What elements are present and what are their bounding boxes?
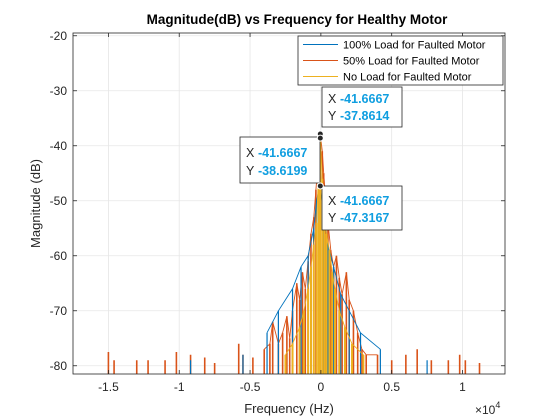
data-tip-box (321, 86, 403, 128)
data-tips: X -41.6667 Y -37.8614 X -41.6667 Y -38.6… (239, 86, 403, 231)
legend-label-50-load: 50% Load for Faulted Motor (343, 56, 480, 68)
x-exponent-power: 4 (495, 400, 500, 410)
x-axis-title: Frequency (Hz) (244, 401, 334, 416)
data-tip-50-load-point[interactable]: X -41.6667 Y -47.3167 (321, 185, 403, 231)
axis-ticks: -1.5 -1 -0.5 0 0.5 1 -80 -70 -60 -50 -40 -30 -20 (50, 29, 505, 394)
x-exponent: ×104 (475, 400, 500, 417)
data-tip-x-value: -41.6667 (340, 92, 389, 106)
x-tick-label: 1 (459, 380, 466, 394)
spectrum-envelope (285, 138, 364, 356)
legend-label-100-load: 100% Load for Faulted Motor (343, 40, 486, 52)
y-tick-label: -30 (50, 84, 68, 98)
data-tip-y-label: Y (328, 211, 337, 225)
data-tip-box (321, 185, 403, 231)
data-tip-y-value: -38.6199 (258, 164, 307, 178)
legend-label-no-load: No Load for Faulted Motor (343, 72, 472, 84)
data-tip-markers (316, 130, 324, 190)
data-tip-y-label: Y (328, 109, 337, 123)
chart-title: Magnitude(dB) vs Frequency for Healthy M… (147, 12, 449, 27)
data-tip-x-label: X (328, 194, 337, 208)
plot-area (73, 33, 505, 374)
y-tick-label: -40 (50, 139, 68, 153)
x-tick-label: -1 (174, 380, 185, 394)
data-tip-marker[interactable] (316, 182, 324, 190)
y-tick-label: -20 (50, 29, 68, 43)
data-tip-x-value: -41.6667 (340, 194, 389, 208)
y-tick-label: -70 (50, 304, 68, 318)
data-tip-no-load-point[interactable]: X -41.6667 Y -38.6199 (239, 136, 321, 184)
data-tip-x-value: -41.6667 (258, 146, 307, 160)
x-exponent-base: ×10 (475, 403, 496, 417)
x-tick-label: -1.5 (98, 380, 119, 394)
data-tip-x-label: X (328, 92, 337, 106)
y-tick-label: -80 (50, 359, 68, 373)
y-tick-label: -50 (50, 194, 68, 208)
legend: 100% Load for Faulted Motor 50% Load for… (297, 35, 504, 86)
data-tip-marker[interactable] (316, 134, 324, 142)
x-tick-label: 0 (318, 380, 325, 394)
plot-frame (72, 32, 506, 375)
x-tick-label: 0.5 (383, 380, 400, 394)
data-tip-y-value: -47.3167 (340, 211, 389, 225)
data-tip-box (239, 136, 321, 184)
data-tip-x-label: X (246, 146, 255, 160)
data-tip-y-label: Y (246, 164, 255, 178)
y-tick-label: -60 (50, 249, 68, 263)
data-tip-100-load-point[interactable]: X -41.6667 Y -37.8614 (321, 86, 403, 128)
y-axis-title: Magnitude (dB) (28, 159, 43, 248)
data-tip-y-value: -37.8614 (340, 109, 389, 123)
x-tick-label: -0.5 (240, 380, 261, 394)
